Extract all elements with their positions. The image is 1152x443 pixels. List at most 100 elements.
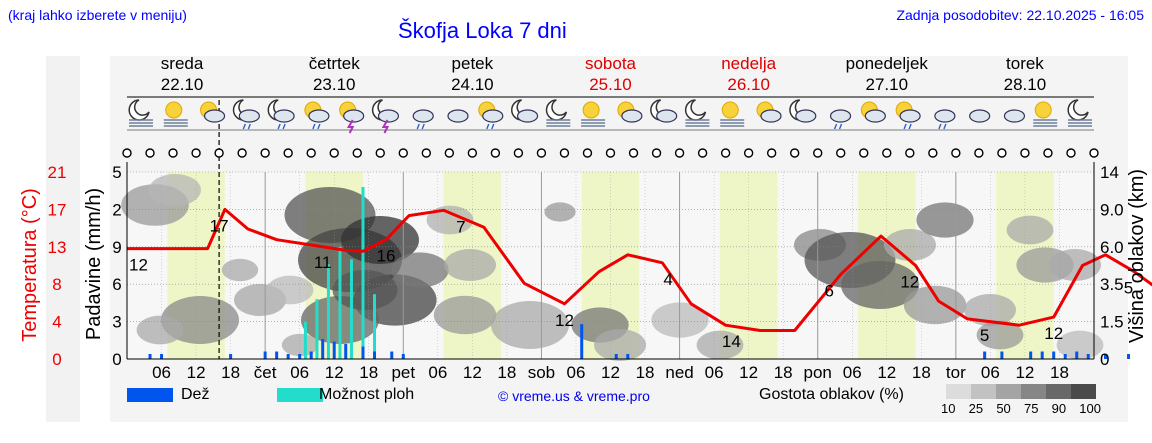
rain-bar bbox=[1086, 354, 1090, 359]
temperature-value-label: 7 bbox=[456, 217, 465, 236]
temperature-value-label: 11 bbox=[314, 253, 332, 272]
x-tick-label: 12 bbox=[601, 363, 620, 382]
sun-drizzle-icon bbox=[895, 101, 921, 130]
wind-calm-icon bbox=[145, 148, 155, 158]
wind-calm-icon bbox=[398, 148, 408, 158]
wind-calm-icon bbox=[421, 148, 432, 158]
day-date: 22.10 bbox=[161, 75, 204, 94]
sun-storm-icon bbox=[339, 101, 365, 134]
moon-shower-icon bbox=[232, 99, 260, 130]
left-axis-panel bbox=[46, 56, 80, 422]
temperature-value-label: 5 bbox=[1124, 279, 1133, 298]
wind-calm-icon bbox=[490, 148, 501, 158]
temperature-value-label: 4 bbox=[663, 270, 672, 289]
cloud-icon bbox=[447, 109, 469, 123]
cloud-height-axis-title: Višina oblakov (km) bbox=[1126, 169, 1148, 343]
x-tick-label: 18 bbox=[636, 363, 655, 382]
cloud-density-area bbox=[544, 202, 576, 222]
cloud-density-area bbox=[136, 315, 184, 345]
cloud-scale-value: 100 bbox=[1079, 401, 1101, 416]
day-name: sreda bbox=[161, 54, 204, 73]
wind-calm-icon bbox=[1020, 148, 1030, 158]
wind-calm-icon bbox=[997, 148, 1007, 158]
rain-bar bbox=[626, 354, 630, 359]
rain-bar bbox=[1029, 351, 1033, 359]
wind-calm-icon bbox=[766, 148, 777, 158]
rain-bar bbox=[390, 351, 394, 359]
rain-bar bbox=[1127, 354, 1131, 359]
wind-calm-icon bbox=[306, 148, 316, 158]
x-tick-label: pet bbox=[391, 363, 415, 382]
wind-calm-icon bbox=[789, 148, 800, 158]
rain-bar bbox=[1000, 351, 1004, 359]
rain-bar bbox=[401, 354, 405, 359]
cloud-drizzle-icon bbox=[829, 109, 852, 130]
rain-legend-swatch bbox=[127, 388, 173, 402]
location-hint[interactable]: (kraj lahko izberete v meniju) bbox=[8, 7, 187, 23]
last-updated: Zadnja posodobitev: 22.10.2025 - 16:05 bbox=[896, 7, 1144, 23]
day-name: torek bbox=[1006, 54, 1044, 73]
x-tick-label: 18 bbox=[359, 363, 378, 382]
x-tick-label: 18 bbox=[221, 363, 240, 382]
rain-bar bbox=[1075, 351, 1079, 359]
cloud-density-area bbox=[426, 205, 474, 235]
showers-legend-label: Možnost ploh bbox=[319, 386, 415, 403]
cloud-drizzle-icon bbox=[412, 109, 434, 130]
day-name: sobota bbox=[585, 54, 637, 73]
wind-calm-icon bbox=[928, 148, 938, 158]
cloud-density-area bbox=[266, 275, 314, 305]
moon-fog-icon bbox=[545, 99, 571, 127]
wind-calm-icon bbox=[1066, 148, 1076, 158]
day-name: ponedeljek bbox=[846, 54, 929, 73]
sun-cloud-icon bbox=[860, 101, 886, 123]
day-date: 24.10 bbox=[451, 75, 494, 94]
cloud-density-area bbox=[916, 202, 974, 238]
cloud-scale-swatch bbox=[946, 384, 971, 399]
cloud-density-area bbox=[696, 330, 744, 360]
wind-calm-icon bbox=[697, 148, 708, 158]
precip-tick-label: 6 bbox=[112, 275, 121, 294]
wind-calm-icon bbox=[1043, 148, 1053, 158]
temp-tick-label: 0 bbox=[52, 350, 61, 369]
cloud-icon bbox=[1003, 109, 1026, 123]
cloud-scale-swatch bbox=[1021, 384, 1046, 399]
cloud-density-area bbox=[976, 320, 1024, 350]
cloud-density-area bbox=[221, 258, 259, 282]
wind-calm-icon bbox=[375, 148, 385, 158]
rain-bar bbox=[160, 354, 164, 359]
moon-cloud-drizzle-icon bbox=[267, 99, 295, 130]
wind-calm-icon bbox=[237, 148, 247, 158]
copyright-link[interactable]: © vreme.us & vreme.pro bbox=[498, 388, 650, 404]
wind-calm-icon bbox=[329, 148, 339, 158]
wind-calm-icon bbox=[813, 148, 823, 158]
rain-legend-label: Dež bbox=[181, 386, 210, 403]
wind-calm-icon bbox=[905, 148, 915, 158]
precip-tick-label: 0 bbox=[112, 350, 121, 369]
moon-storm-icon bbox=[371, 99, 400, 134]
wind-calm-icon bbox=[836, 148, 846, 158]
cloud-height-tick-label: 3.5 bbox=[1100, 275, 1124, 294]
rain-bar bbox=[1063, 354, 1067, 359]
wind-calm-icon bbox=[720, 148, 731, 158]
wind-calm-icon bbox=[467, 148, 478, 158]
x-tick-label: 12 bbox=[1015, 363, 1034, 382]
wind-calm-icon bbox=[513, 148, 524, 158]
rain-bar bbox=[614, 354, 618, 359]
cloud-density-area bbox=[391, 252, 449, 288]
moon-cloud-icon bbox=[511, 99, 539, 123]
x-tick-label: 12 bbox=[463, 363, 482, 382]
wind-calm-icon bbox=[605, 148, 616, 158]
cloud-scale-swatch bbox=[971, 384, 996, 399]
rain-bar bbox=[321, 339, 325, 359]
cloud-density-area bbox=[1056, 330, 1104, 360]
temperature-value-label: 14 bbox=[722, 332, 741, 351]
wind-calm-icon bbox=[674, 148, 685, 158]
cloud-density-area bbox=[433, 295, 497, 335]
cloud-density-label: Gostota oblakov (%) bbox=[759, 386, 904, 403]
cloud-density-area bbox=[281, 333, 319, 357]
x-tick-label: čet bbox=[254, 363, 277, 382]
sun-drizzle-icon bbox=[304, 101, 330, 130]
temperature-value-label: 6 bbox=[824, 281, 833, 300]
wind-calm-icon bbox=[191, 148, 201, 158]
moon-cloud-icon bbox=[789, 99, 817, 123]
